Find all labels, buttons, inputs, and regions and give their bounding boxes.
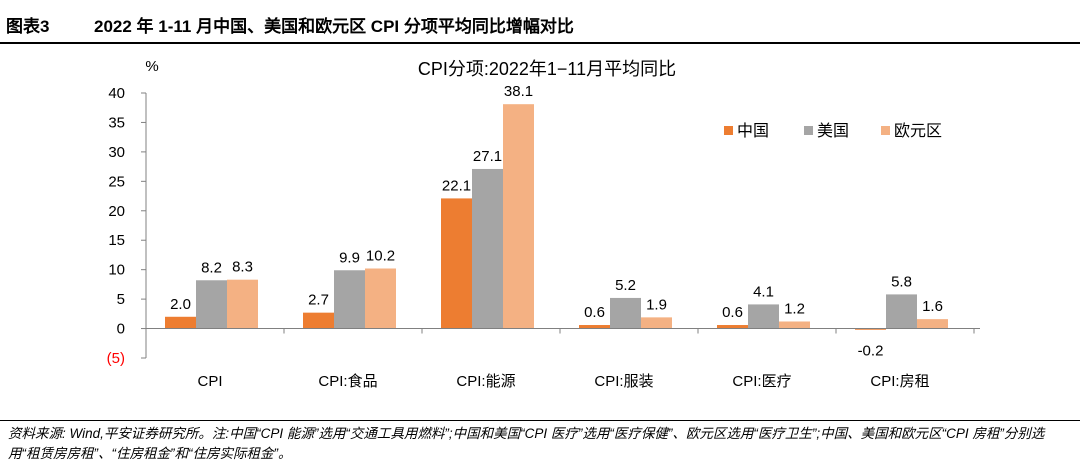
- x-category-label: CPI:能源: [456, 373, 515, 390]
- data-label: 4.1: [753, 283, 774, 300]
- data-label: 38.1: [504, 83, 533, 100]
- bar-欧元区-CPI:食品: [365, 268, 396, 329]
- y-tick-label: 15: [108, 232, 125, 249]
- bar-欧元区-CPI: [227, 279, 258, 329]
- figure-header: 图表3 2022 年 1-11 月中国、美国和欧元区 CPI 分项平均同比增幅对…: [0, 0, 1080, 42]
- data-label: 2.7: [308, 292, 329, 309]
- bar-美国-CPI:能源: [472, 168, 503, 329]
- x-category-label: CPI:服装: [594, 373, 653, 390]
- bar-欧元区-CPI:能源: [503, 104, 534, 329]
- footnote-rule: [0, 420, 1080, 421]
- bar-中国-CPI: [165, 316, 196, 329]
- bar-美国-CPI:食品: [334, 270, 365, 329]
- header-rule: [0, 42, 1080, 44]
- bar-美国-CPI: [196, 280, 227, 329]
- source-footnote: 资料来源: Wind,平安证券研究所。注:中国“CPI 能源”选用“交通工具用燃…: [8, 426, 1045, 461]
- y-tick-label: 10: [108, 262, 125, 279]
- legend-swatch-美国: [804, 126, 813, 135]
- chart-title: CPI分项:2022年1−11月平均同比: [418, 59, 676, 79]
- legend-label: 美国: [817, 122, 849, 140]
- x-category-label: CPI:医疗: [732, 373, 791, 390]
- y-tick-label: 5: [117, 291, 125, 308]
- bar-美国-CPI:服装: [610, 297, 641, 329]
- data-label: 10.2: [366, 247, 395, 264]
- data-label: 0.6: [584, 304, 605, 321]
- x-category-label: CPI: [197, 373, 222, 390]
- figure-label: 图表3: [6, 17, 50, 36]
- data-label: 22.1: [442, 177, 471, 194]
- data-label: 0.6: [722, 304, 743, 321]
- bar-chart: CPI分项:2022年1−11月平均同比% (5) 0 5 10 15 20 25 30 35 40…: [107, 58, 980, 390]
- data-label: 8.2: [201, 259, 222, 276]
- y-tick-label: (5): [107, 350, 125, 367]
- data-label: -0.2: [858, 343, 884, 360]
- bar-欧元区-CPI:服装: [641, 317, 672, 329]
- bar-美国-CPI:房租: [886, 294, 917, 329]
- y-tick-label: 25: [108, 173, 125, 190]
- bar-中国-CPI:房租: [855, 328, 886, 330]
- bar-中国-CPI:服装: [579, 325, 610, 329]
- y-tick-label: 20: [108, 203, 125, 220]
- legend-label: 中国: [737, 122, 769, 140]
- bar-中国-CPI:医疗: [717, 325, 748, 329]
- data-label: 1.9: [646, 296, 667, 313]
- data-label: 2.0: [170, 296, 191, 313]
- y-tick-label: 35: [108, 114, 125, 131]
- data-label: 1.6: [922, 298, 943, 315]
- y-tick-label: 40: [108, 85, 125, 102]
- bar-中国-CPI:能源: [441, 198, 472, 329]
- y-axis-unit: %: [145, 58, 158, 75]
- y-tick-label: 0: [117, 321, 125, 338]
- legend-label: 欧元区: [894, 122, 942, 140]
- bar-美国-CPI:医疗: [748, 304, 779, 329]
- y-tick-label: 30: [108, 144, 125, 161]
- bar-欧元区-CPI:医疗: [779, 321, 810, 329]
- bar-欧元区-CPI:房租: [917, 319, 948, 329]
- legend-swatch-中国: [724, 126, 733, 135]
- figure-title: 2022 年 1-11 月中国、美国和欧元区 CPI 分项平均同比增幅对比: [94, 17, 574, 36]
- data-label: 8.3: [232, 259, 253, 276]
- data-label: 5.8: [891, 273, 912, 290]
- data-label: 5.2: [615, 277, 636, 294]
- x-category-label: CPI:房租: [870, 373, 929, 390]
- bar-中国-CPI:食品: [303, 312, 334, 329]
- data-label: 1.2: [784, 300, 805, 317]
- data-label: 27.1: [473, 148, 502, 165]
- legend-swatch-欧元区: [881, 126, 890, 135]
- x-category-label: CPI:食品: [318, 373, 377, 390]
- data-label: 9.9: [339, 249, 360, 266]
